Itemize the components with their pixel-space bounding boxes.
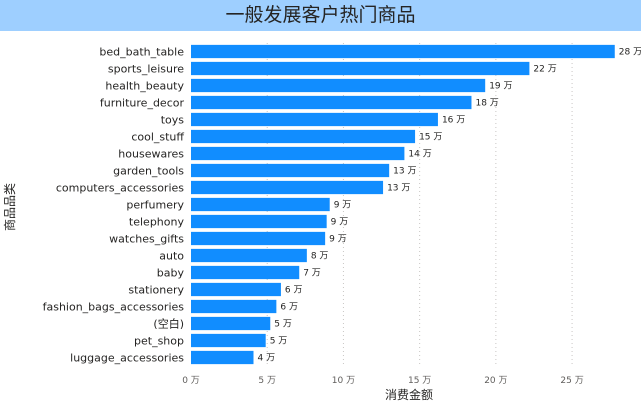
category-label: (空白) (153, 317, 184, 331)
data-label: 18 万 (475, 99, 498, 109)
data-label: 13 万 (387, 184, 410, 194)
category-label: luggage_accessories (70, 352, 184, 365)
title-bar (0, 0, 641, 31)
data-label: 28 万 (619, 48, 641, 58)
bar[interactable] (191, 146, 405, 161)
bar[interactable] (191, 248, 307, 263)
bar[interactable] (191, 214, 327, 229)
data-label: 9 万 (331, 218, 349, 228)
category-label: pet_shop (134, 335, 184, 348)
category-label: perfumery (126, 199, 184, 212)
bar[interactable] (191, 129, 416, 144)
x-tick-label: 20 万 (484, 376, 507, 386)
category-label: auto (159, 250, 184, 263)
data-label: 8 万 (311, 252, 329, 262)
category-label: health_beauty (105, 80, 184, 93)
category-label: computers_accessories (56, 182, 184, 195)
category-label: bed_bath_table (99, 46, 184, 59)
category-label: garden_tools (113, 165, 184, 178)
bar[interactable] (191, 350, 254, 365)
category-label: stationery (128, 284, 184, 297)
bar[interactable] (191, 95, 472, 110)
bar[interactable] (191, 78, 486, 93)
x-tick-label: 0 万 (182, 376, 200, 386)
data-label: 4 万 (257, 354, 275, 364)
data-label: 9 万 (334, 201, 352, 211)
bar[interactable] (191, 112, 438, 127)
category-label: sports_leisure (108, 63, 184, 76)
bar[interactable] (191, 282, 281, 297)
data-label: 9 万 (329, 235, 347, 245)
category-label: telephony (129, 216, 185, 229)
y-axis-title: 商品品类 (2, 183, 17, 231)
data-label: 6 万 (285, 286, 303, 296)
x-tick-label: 15 万 (408, 376, 431, 386)
data-label: 22 万 (533, 65, 556, 75)
data-label: 13 万 (393, 167, 416, 177)
bar[interactable] (191, 333, 266, 348)
bar[interactable] (191, 231, 326, 246)
bar[interactable] (191, 299, 277, 314)
data-label: 7 万 (303, 269, 321, 279)
data-label: 14 万 (408, 150, 431, 160)
data-label: 19 万 (489, 82, 512, 92)
bar[interactable] (191, 197, 330, 212)
data-label: 5 万 (274, 320, 292, 330)
bar[interactable] (191, 265, 300, 280)
category-label: furniture_decor (100, 97, 185, 110)
category-label: cool_stuff (131, 131, 184, 144)
bar[interactable] (191, 180, 384, 195)
category-label: toys (161, 114, 185, 127)
data-label: 16 万 (442, 116, 465, 126)
category-label: fashion_bags_accessories (43, 301, 185, 314)
chart-title: 一般发展客户热门商品 (225, 4, 416, 26)
category-label: baby (157, 267, 185, 280)
bar[interactable] (191, 44, 615, 59)
x-tick-label: 25 万 (560, 376, 583, 386)
bar[interactable] (191, 61, 530, 76)
category-label: housewares (118, 148, 184, 161)
x-tick-label: 5 万 (258, 376, 276, 386)
x-tick-label: 10 万 (332, 376, 355, 386)
x-axis-title: 消费金额 (385, 387, 433, 402)
data-label: 5 万 (270, 337, 288, 347)
category-label: watches_gifts (109, 233, 184, 246)
bar[interactable] (191, 316, 271, 331)
data-label: 15 万 (419, 133, 442, 143)
bar[interactable] (191, 163, 390, 178)
data-label: 6 万 (280, 303, 298, 313)
